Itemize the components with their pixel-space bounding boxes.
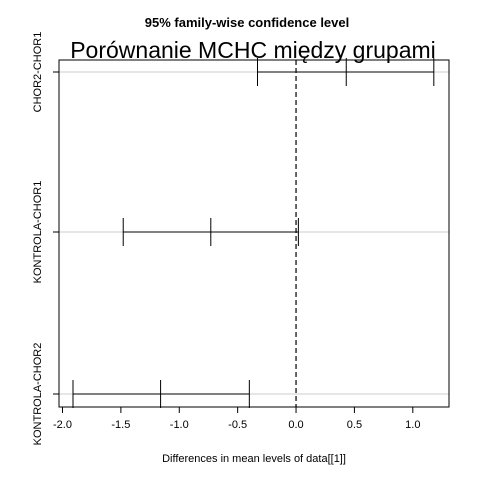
plot-frame — [58, 59, 450, 408]
grid-lines — [59, 71, 449, 395]
chart-subtitle: Porównanie MCHC między grupami — [70, 37, 436, 63]
x-axis-label: Differences in mean levels of data[[1]] — [162, 453, 346, 465]
x-axis: -2.0 -1.5 -1.0 -0.5 0.0 0.5 1.0 — [53, 407, 420, 431]
y-tick-label: KONTROLA-CHOR1 — [32, 181, 44, 284]
x-tick-label: -2.0 — [53, 419, 72, 431]
x-tick-label: -0.5 — [228, 419, 247, 431]
y-axis: CHOR2-CHOR1 KONTROLA-CHOR1 KONTROLA-CHOR2 — [32, 32, 59, 446]
x-tick-label: -1.5 — [111, 419, 130, 431]
y-tick-label: KONTROLA-CHOR2 — [32, 343, 44, 446]
confidence-intervals — [72, 58, 435, 408]
x-tick-label: 1.0 — [405, 419, 420, 431]
x-tick-label: 0.5 — [347, 419, 362, 431]
y-tick-label: CHOR2-CHOR1 — [32, 32, 44, 113]
x-tick-label: 0.0 — [288, 419, 303, 431]
x-tick-label: -1.0 — [170, 419, 189, 431]
chart-title: 95% family-wise confidence level — [145, 15, 349, 30]
